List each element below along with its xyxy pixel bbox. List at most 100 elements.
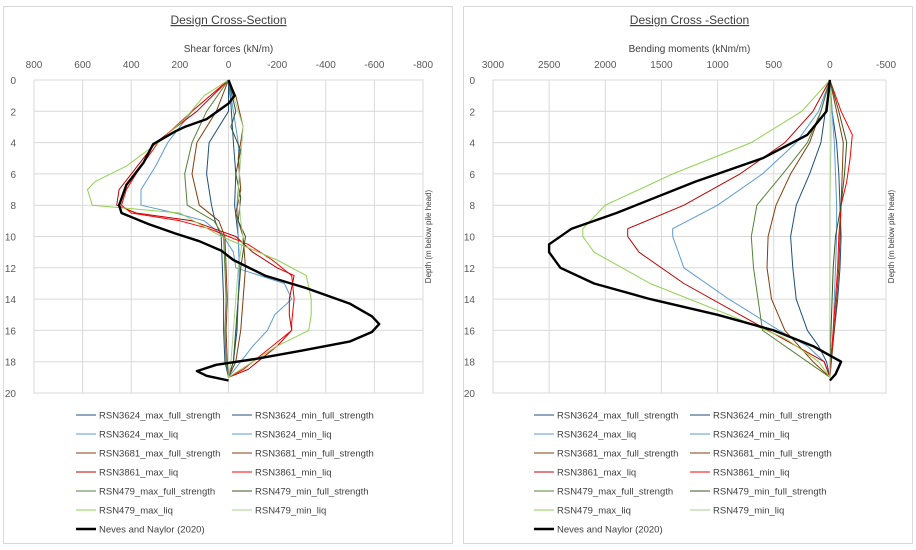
legend-label: RSN3681_min_full_strength bbox=[255, 449, 374, 460]
y-tick-label: 8 bbox=[469, 201, 475, 212]
x-tick-label: -500 bbox=[876, 60, 896, 71]
legend-label: RSN3681_max_full_strength bbox=[557, 449, 678, 460]
legend-entry: RSN479_min_full_strength bbox=[690, 487, 827, 498]
legend-label: Neves and Naylor (2020) bbox=[557, 525, 663, 536]
y-tick-label: 10 bbox=[464, 233, 475, 244]
legend-entry: RSN3861_min_liq bbox=[690, 468, 790, 479]
series-line-rsn479-max-full-strength bbox=[184, 79, 229, 378]
y-axis-label: Depth (m below pile head) bbox=[424, 189, 433, 283]
legend-label: RSN479_max_liq bbox=[99, 506, 173, 517]
series-line-rsn3624-max-full-strength bbox=[206, 80, 229, 378]
y-tick-label: 14 bbox=[5, 295, 17, 306]
legend-entry: RSN479_max_liq bbox=[76, 506, 173, 517]
legend-label: RSN3624_min_liq bbox=[713, 430, 790, 441]
series-line-rsn479-max-liq bbox=[582, 79, 831, 378]
x-tick-label: -600 bbox=[364, 60, 384, 71]
series-line-rsn479-min-liq bbox=[228, 79, 244, 378]
legend-label: RSN479_max_full_strength bbox=[557, 487, 673, 498]
y-tick-label: 0 bbox=[469, 76, 475, 87]
y-tick-label: 10 bbox=[5, 233, 17, 244]
legend-entry: RSN3624_max_full_strength bbox=[534, 411, 678, 422]
legend-entry: Neves and Naylor (2020) bbox=[534, 525, 663, 536]
legend-entry: RSN3624_max_liq bbox=[76, 430, 178, 441]
legend-entry: RSN3624_min_full_strength bbox=[690, 411, 832, 422]
legend-entry: RSN3861_min_liq bbox=[232, 468, 332, 479]
moment-chart: Design Cross -Section Bending moments (kN… bbox=[464, 13, 896, 536]
legend-label: RSN3681_min_full_strength bbox=[713, 449, 832, 460]
x-tick-label: 0 bbox=[226, 60, 232, 71]
x-tick-label: 1500 bbox=[650, 60, 673, 71]
moment-chart-panel: Design Cross -Section Bending moments (kN… bbox=[463, 6, 913, 544]
series-line-rsn3624-max-liq bbox=[672, 79, 831, 378]
y-tick-label: 20 bbox=[5, 389, 17, 400]
plot-area-border bbox=[492, 79, 887, 394]
series-line-rsn479-min-liq bbox=[829, 79, 832, 378]
legend-entry: RSN479_min_liq bbox=[232, 506, 326, 517]
y-tick-label: 4 bbox=[469, 139, 475, 150]
y-tick-label: 6 bbox=[10, 170, 16, 181]
y-tick-label: 16 bbox=[5, 326, 17, 337]
x-tick-label: -800 bbox=[413, 60, 433, 71]
series-line-rsn479-max-full-strength bbox=[750, 79, 831, 378]
legend-entry: RSN3624_max_full_strength bbox=[76, 411, 220, 422]
chart-title: Design Cross -Section bbox=[630, 13, 749, 27]
legend-entry: RSN3624_min_liq bbox=[232, 430, 332, 441]
legend-label: RSN479_min_full_strength bbox=[255, 487, 369, 498]
legend-label: RSN3624_min_liq bbox=[255, 430, 332, 441]
series-line-neves-and-naylor-2020 bbox=[547, 79, 843, 382]
legend-label: RSN3861_min_liq bbox=[255, 468, 332, 479]
legend-entry: Neves and Naylor (2020) bbox=[76, 525, 205, 536]
legend-entry: RSN3624_max_liq bbox=[534, 430, 636, 441]
y-tick-label: 18 bbox=[464, 358, 475, 369]
legend-label: RSN479_max_liq bbox=[557, 506, 631, 517]
y-tick-label: 4 bbox=[10, 139, 16, 150]
legend-label: RSN3624_min_full_strength bbox=[255, 411, 374, 422]
series-line-rsn3624-min-liq bbox=[829, 79, 838, 378]
x-tick-label: 200 bbox=[172, 60, 189, 71]
x-tick-label: 1000 bbox=[706, 60, 729, 71]
x-tick-label: 800 bbox=[26, 60, 43, 71]
series-line-neves-and-naylor-2020 bbox=[117, 79, 381, 382]
legend-entry: RSN3861_max_liq bbox=[76, 468, 178, 479]
x-tick-label: 500 bbox=[765, 60, 782, 71]
legend-label: RSN479_min_liq bbox=[255, 506, 326, 517]
series-line-rsn3681-max-full-strength bbox=[766, 79, 831, 378]
x-tick-label: 0 bbox=[827, 60, 833, 71]
x-axis-label: Bending moments (kNm/m) bbox=[629, 44, 751, 55]
legend-label: RSN3861_max_liq bbox=[99, 468, 178, 479]
legend-entry: RSN3681_max_full_strength bbox=[534, 449, 678, 460]
legend-label: RSN3624_max_liq bbox=[557, 430, 636, 441]
series-line-rsn3861-max-liq bbox=[116, 79, 295, 378]
legend-label: RSN479_min_full_strength bbox=[713, 487, 827, 498]
x-tick-label: 3000 bbox=[482, 60, 505, 71]
chart-title: Design Cross-Section bbox=[170, 13, 286, 27]
series-line-rsn3624-min-liq bbox=[228, 79, 240, 378]
legend-entry: RSN3861_max_liq bbox=[534, 468, 636, 479]
legend-entry: RSN3681_min_full_strength bbox=[232, 449, 374, 460]
y-tick-label: 12 bbox=[5, 264, 17, 275]
y-tick-label: 0 bbox=[10, 76, 16, 87]
y-tick-label: 20 bbox=[464, 389, 475, 400]
x-tick-label: 600 bbox=[74, 60, 91, 71]
legend-entry: RSN3681_min_full_strength bbox=[690, 449, 832, 460]
series-line-rsn479-min-full-strength bbox=[228, 79, 246, 378]
legend-label: RSN3624_min_full_strength bbox=[713, 411, 832, 422]
legend-label: RSN3624_max_full_strength bbox=[99, 411, 220, 422]
x-axis-label: Shear forces (kN/m) bbox=[184, 44, 273, 55]
shear-chart-panel: Design Cross-Section Shear forces (kN/m) 8… bbox=[3, 6, 453, 544]
legend-label: Neves and Naylor (2020) bbox=[99, 525, 205, 536]
legend-label: RSN3681_max_full_strength bbox=[99, 449, 220, 460]
x-tick-label: 400 bbox=[123, 60, 140, 71]
series-line-rsn3681-min-full-strength bbox=[829, 79, 844, 378]
legend-label: RSN3861_min_liq bbox=[713, 468, 790, 479]
legend-entry: RSN479_max_liq bbox=[534, 506, 631, 517]
y-tick-label: 14 bbox=[464, 295, 475, 306]
legend-entry: RSN3681_max_full_strength bbox=[76, 449, 220, 460]
y-tick-label: 2 bbox=[469, 107, 475, 118]
legend-entry: RSN3624_min_liq bbox=[690, 430, 790, 441]
legend-entry: RSN479_max_full_strength bbox=[76, 487, 215, 498]
y-tick-label: 2 bbox=[10, 107, 16, 118]
legend-label: RSN3861_max_liq bbox=[557, 468, 636, 479]
shear-chart: Design Cross-Section Shear forces (kN/m) 8… bbox=[5, 13, 434, 536]
legend-entry: RSN3624_min_full_strength bbox=[232, 411, 374, 422]
